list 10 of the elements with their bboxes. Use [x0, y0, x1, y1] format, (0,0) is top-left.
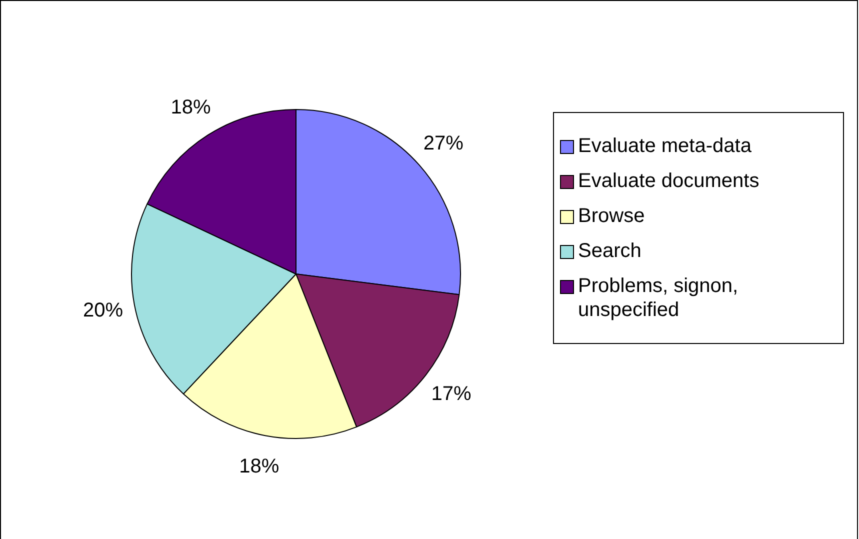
legend-label: Problems, signon, unspecified: [578, 274, 740, 322]
data-label: 18%: [239, 456, 280, 478]
legend-label: Browse: [578, 204, 645, 228]
legend-label: Search: [578, 239, 642, 263]
data-label: 20%: [82, 299, 124, 322]
data-label: 18%: [170, 96, 211, 119]
data-label: 27%: [423, 132, 464, 155]
data-label: 17%: [431, 382, 472, 405]
legend-label: Evaluate meta-data: [578, 134, 752, 158]
legend-label: Evaluate documents: [578, 169, 760, 193]
